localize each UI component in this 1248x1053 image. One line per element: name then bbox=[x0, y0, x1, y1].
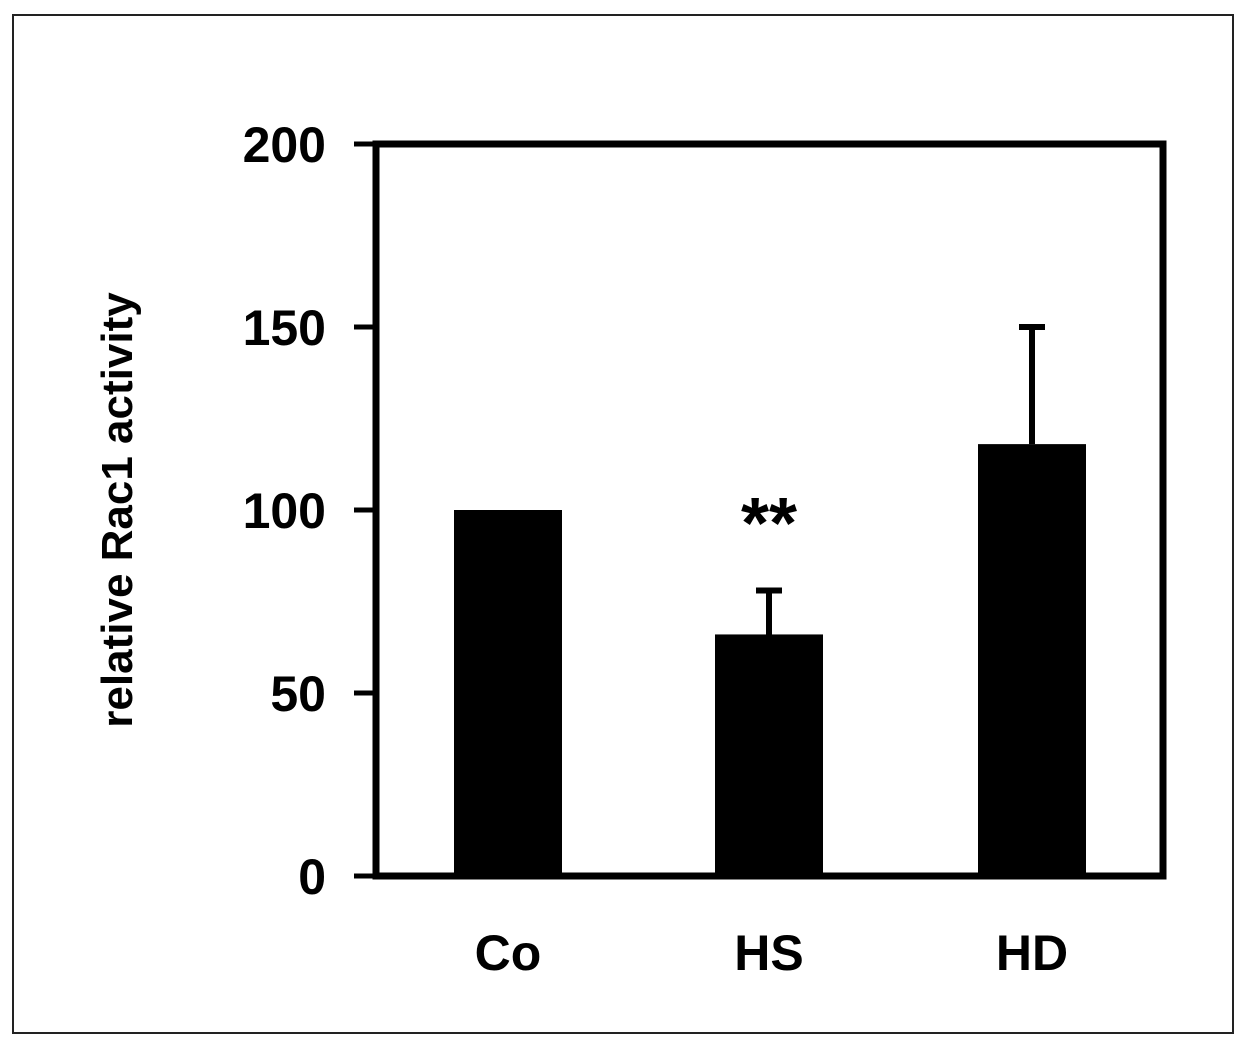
y-tick-label-100: 100 bbox=[243, 483, 326, 539]
y-tick-label-0: 0 bbox=[298, 849, 326, 905]
x-tick-label-hd: HD bbox=[996, 925, 1068, 981]
bar-hd bbox=[978, 444, 1086, 876]
bars bbox=[454, 444, 1086, 876]
annotations: ** bbox=[741, 484, 797, 564]
y-tick-label-200: 200 bbox=[243, 117, 326, 173]
y-axis-label: relative Rac1 activity bbox=[93, 292, 142, 728]
y-axis-ticks: 0 50 100 150 200 bbox=[243, 117, 376, 905]
y-tick-label-150: 150 bbox=[243, 300, 326, 356]
x-axis-labels: Co HS HD bbox=[475, 925, 1068, 981]
y-tick-label-50: 50 bbox=[270, 666, 326, 722]
bar-co bbox=[454, 510, 562, 876]
x-tick-label-hs: HS bbox=[734, 925, 803, 981]
bar-hs bbox=[715, 634, 823, 876]
significance-annotation-hs: ** bbox=[741, 484, 797, 564]
error-bars bbox=[756, 324, 1045, 635]
x-tick-label-co: Co bbox=[475, 925, 542, 981]
